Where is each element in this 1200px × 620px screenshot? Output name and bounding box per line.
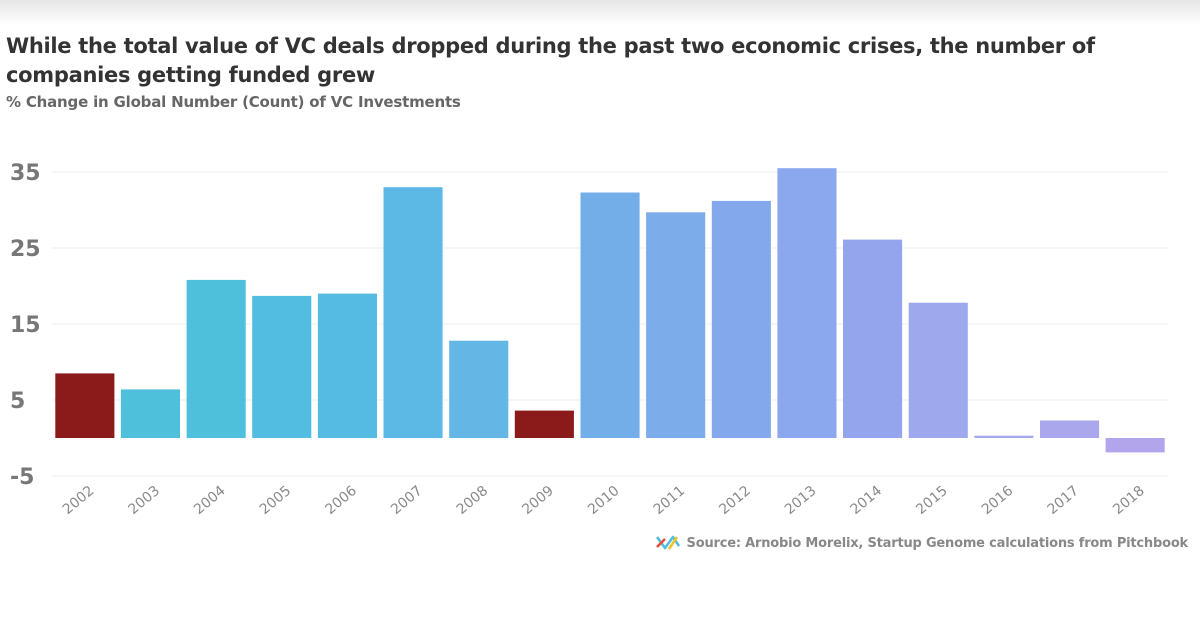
- x-tick-label: 2015: [913, 483, 951, 518]
- x-tick-label: 2006: [322, 483, 360, 518]
- bar-2015[interactable]: [908, 302, 968, 438]
- y-tick-label: 15: [10, 313, 41, 338]
- x-tick-label: 2011: [651, 483, 689, 518]
- bar-2016[interactable]: [974, 435, 1034, 438]
- x-tick-label: 2018: [1110, 483, 1148, 518]
- x-axis-ticks: 2002 2003 2004 2005 2006 2007 2008 2009 2010 2011…: [60, 483, 1148, 518]
- chart-title: While the total value of VC deals droppe…: [6, 34, 1095, 87]
- x-tick-label: 2012: [716, 483, 754, 518]
- bar-2007[interactable]: [383, 187, 443, 438]
- top-shade: [0, 0, 1200, 26]
- bar-2013[interactable]: [777, 168, 837, 438]
- bar-2005[interactable]: [252, 295, 312, 438]
- y-tick-label: 35: [10, 161, 41, 186]
- bar-2003[interactable]: [120, 389, 180, 438]
- bar-2012[interactable]: [711, 200, 771, 438]
- y-tick-label: 5: [10, 389, 25, 414]
- y-axis-ticks: 35 25 15 5 -5: [10, 161, 41, 490]
- chart-subtitle: % Change in Global Number (Count) of VC …: [6, 93, 461, 111]
- x-tick-label: 2005: [257, 483, 295, 518]
- bar-2009[interactable]: [514, 410, 574, 438]
- bar-2008[interactable]: [449, 340, 509, 438]
- x-tick-label: 2002: [60, 483, 98, 518]
- bars: [55, 168, 1165, 453]
- y-tick-label: 25: [10, 237, 41, 262]
- x-tick-label: 2004: [191, 483, 229, 518]
- x-tick-label: 2010: [585, 483, 623, 518]
- bar-2006[interactable]: [317, 293, 377, 438]
- bar-2014[interactable]: [843, 239, 903, 438]
- x-tick-label: 2007: [388, 483, 426, 518]
- source-text: Source: Arnobio Morelix, Startup Genome …: [686, 535, 1189, 551]
- bar-2011[interactable]: [646, 212, 706, 438]
- bar-2002[interactable]: [55, 373, 115, 438]
- x-tick-label: 2009: [519, 483, 557, 518]
- x-tick-label: 2014: [848, 483, 886, 518]
- y-tick-label: -5: [10, 465, 34, 490]
- bar-2010[interactable]: [580, 192, 640, 439]
- bar-2017[interactable]: [1040, 420, 1100, 439]
- source-note: Source: Arnobio Morelix, Startup Genome …: [655, 533, 1188, 553]
- x-tick-label: 2008: [454, 483, 492, 518]
- x-tick-label: 2003: [125, 483, 163, 518]
- logo-icon: [655, 535, 680, 550]
- bar-2018[interactable]: [1105, 438, 1165, 453]
- bar-2004[interactable]: [186, 279, 246, 438]
- x-tick-label: 2016: [979, 483, 1017, 518]
- x-tick-label: 2017: [1045, 483, 1083, 518]
- x-tick-label: 2013: [782, 483, 820, 518]
